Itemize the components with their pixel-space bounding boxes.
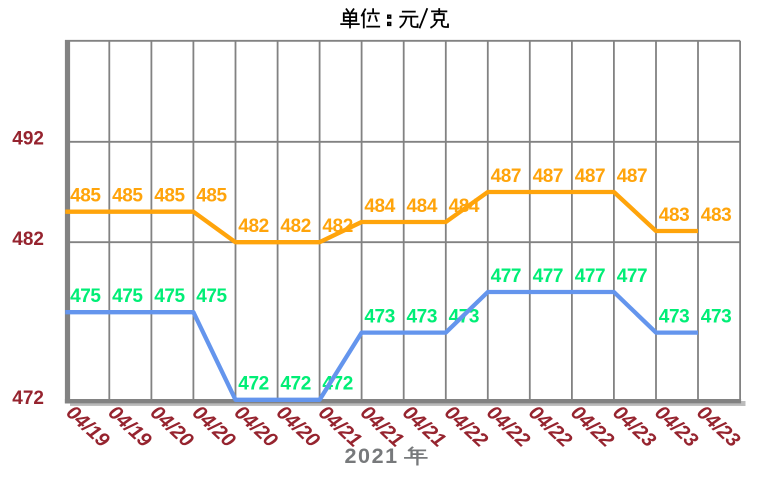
svg-text:483: 483 xyxy=(701,205,732,226)
svg-text:475: 475 xyxy=(154,286,185,307)
svg-text:484: 484 xyxy=(407,196,438,217)
svg-text:477: 477 xyxy=(575,266,606,287)
svg-text:475: 475 xyxy=(112,286,143,307)
svg-text:487: 487 xyxy=(533,166,564,187)
svg-text:472: 472 xyxy=(322,374,353,395)
svg-text:473: 473 xyxy=(659,306,690,327)
svg-text:472: 472 xyxy=(280,374,311,395)
svg-text:487: 487 xyxy=(575,166,606,187)
svg-text:482: 482 xyxy=(280,216,311,237)
svg-text:487: 487 xyxy=(491,166,522,187)
svg-text:477: 477 xyxy=(533,266,564,287)
svg-text:485: 485 xyxy=(196,186,227,207)
svg-text:485: 485 xyxy=(112,186,143,207)
svg-text:485: 485 xyxy=(154,186,185,207)
svg-text:484: 484 xyxy=(364,196,395,217)
svg-text:477: 477 xyxy=(617,266,648,287)
svg-text:482: 482 xyxy=(238,216,269,237)
svg-text:2021: 2021 xyxy=(345,444,399,468)
svg-text:492: 492 xyxy=(12,129,44,150)
svg-text:473: 473 xyxy=(701,306,732,327)
svg-text:485: 485 xyxy=(70,186,101,207)
svg-text:482: 482 xyxy=(12,229,44,250)
svg-text:475: 475 xyxy=(196,286,227,307)
svg-text:472: 472 xyxy=(238,374,269,395)
svg-text:487: 487 xyxy=(617,166,648,187)
svg-text:475: 475 xyxy=(70,286,101,307)
svg-text:472: 472 xyxy=(12,388,44,409)
svg-text:477: 477 xyxy=(491,266,522,287)
svg-text:473: 473 xyxy=(407,306,438,327)
svg-text:483: 483 xyxy=(659,205,690,226)
svg-text:473: 473 xyxy=(364,306,395,327)
